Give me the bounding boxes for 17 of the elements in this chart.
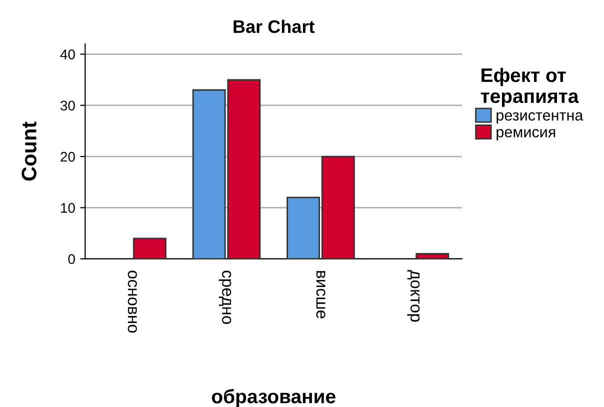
y-axis-title: Count xyxy=(22,122,36,181)
y-tick-label: 30 xyxy=(60,100,75,111)
legend-label: ремисия xyxy=(496,129,556,140)
bar xyxy=(416,253,450,259)
y-tick-label: 40 xyxy=(60,50,75,60)
bar xyxy=(132,238,166,259)
legend-label: резистентна xyxy=(496,112,584,124)
y-tick-label: 0 xyxy=(68,254,75,264)
x-axis-title: образование xyxy=(212,388,336,407)
x-tick-label: средно xyxy=(218,270,232,324)
x-tick-label: висше xyxy=(316,271,326,318)
y-tick-label: 10 xyxy=(61,203,75,213)
chart-title: Bar Chart xyxy=(234,20,315,34)
y-tick-label: 20 xyxy=(60,152,75,162)
x-tick-label: основно xyxy=(128,270,137,333)
legend-title: Ефект от терапията xyxy=(480,68,579,107)
x-tick-label: доктор xyxy=(407,270,420,322)
